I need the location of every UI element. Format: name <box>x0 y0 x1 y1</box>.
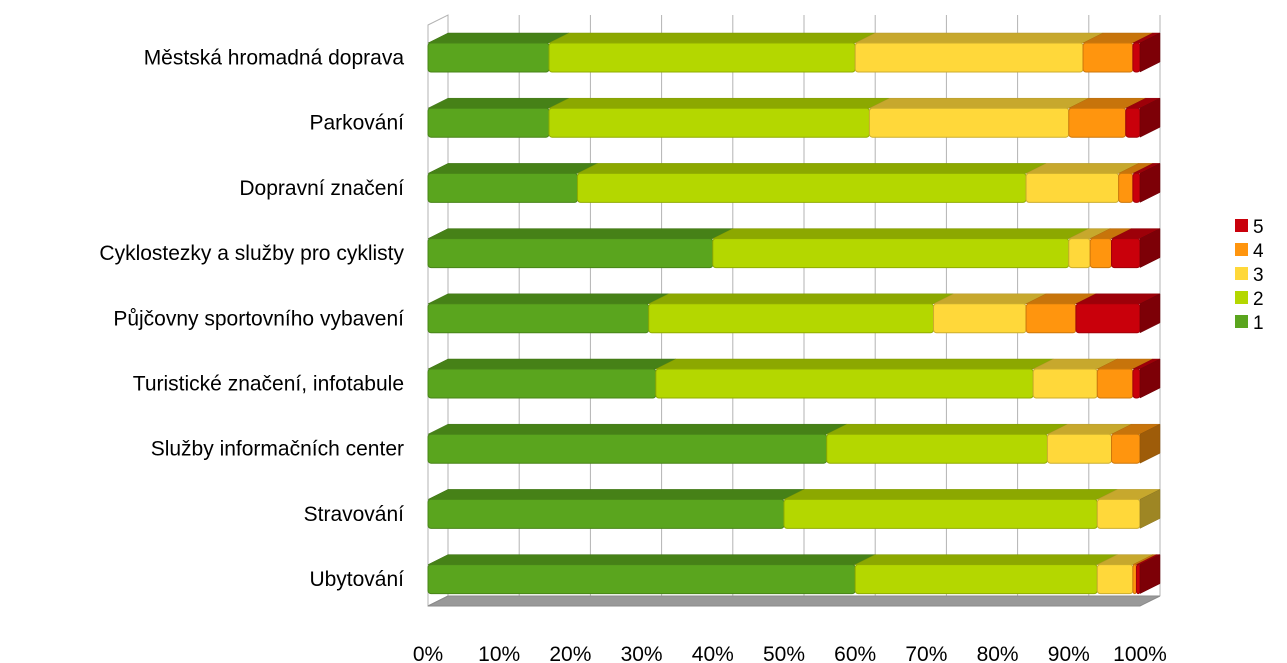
x-tick-label: 90% <box>1048 643 1090 663</box>
x-tick-label: 30% <box>621 643 663 663</box>
bar-segment <box>427 554 876 595</box>
bar-segment <box>1132 162 1161 203</box>
bar-segment <box>868 97 1089 138</box>
bar-segment <box>1032 358 1118 399</box>
bar-segment <box>427 163 598 203</box>
x-tick-label: 40% <box>692 643 734 663</box>
bar-segment <box>1025 163 1139 203</box>
legend-label: 1 <box>1253 313 1264 334</box>
bar-segment <box>655 358 1054 399</box>
bars <box>427 32 1161 595</box>
x-tick-label: 0% <box>413 643 443 663</box>
legend-swatch <box>1235 219 1248 232</box>
bar-segment <box>1125 97 1161 138</box>
x-tick-label: 100% <box>1113 643 1167 663</box>
category-label: Turistické značení, infotabule <box>133 373 404 396</box>
bar-segment <box>427 358 676 399</box>
bar-segment <box>648 293 954 334</box>
x-tick-labels: 0% 10% 20% 30% 40% 50% 60% 70% 80% 90% 100% <box>413 643 1167 663</box>
bar-segment <box>1068 97 1146 138</box>
bar-segment <box>1075 293 1161 334</box>
bar-segment <box>854 32 1104 73</box>
bar-segment <box>1096 358 1153 399</box>
bar-segment <box>1046 423 1132 464</box>
legend-label: 4 <box>1253 241 1264 262</box>
x-tick-label: 80% <box>977 643 1019 663</box>
bar-segment <box>427 228 733 269</box>
bar-segment <box>1132 32 1161 73</box>
legend-label: 3 <box>1253 265 1264 286</box>
bar-segment <box>854 554 1118 595</box>
bar-segment <box>548 32 876 73</box>
category-label: Městská hromadná doprava <box>144 47 405 70</box>
category-label: Parkování <box>309 112 404 135</box>
bar-segment <box>1132 358 1161 399</box>
x-tick-label: 20% <box>549 643 591 663</box>
x-tick-label: 70% <box>905 643 947 663</box>
legend-swatch <box>1235 243 1248 256</box>
bar-segment <box>1111 423 1161 464</box>
bar-segment <box>1025 293 1097 334</box>
bar-segment <box>427 32 570 73</box>
category-label: Cyklostezky a služby pro cyklisty <box>99 242 404 265</box>
bar-segment <box>427 489 805 529</box>
bar-segment <box>1096 488 1161 529</box>
bar-segment <box>1118 163 1153 203</box>
legend-swatch <box>1235 315 1248 328</box>
category-label: Stravování <box>304 503 405 526</box>
x-tick-label: 50% <box>763 643 805 663</box>
bar-segment <box>1111 228 1161 269</box>
x-tick-label: 60% <box>834 643 876 663</box>
bar-segment <box>427 423 847 464</box>
bar-segment <box>577 163 1047 203</box>
legend-swatch <box>1235 291 1248 304</box>
bar-segment <box>933 293 1047 334</box>
bar-segment <box>427 293 669 334</box>
x-tick-label: 10% <box>478 643 520 663</box>
category-label: Dopravní značení <box>239 177 404 200</box>
legend-label: 2 <box>1253 289 1264 310</box>
category-labels: Městská hromadná doprava Parkování Dopravn… <box>99 47 404 592</box>
bar-segment <box>826 423 1068 464</box>
floor <box>427 595 1161 607</box>
bar-segment <box>1135 554 1161 595</box>
legend-label: 5 <box>1253 217 1264 238</box>
bar-segment <box>548 97 890 138</box>
category-label: Ubytování <box>309 568 404 591</box>
legend: 5 4 3 2 1 <box>1235 217 1264 334</box>
category-label: Půjčovny sportovního vybavení <box>113 307 404 330</box>
bar-segment <box>712 228 1089 269</box>
bar-segment <box>1082 32 1153 73</box>
bar-segment <box>427 97 570 138</box>
category-label: Služby informačních center <box>151 438 404 461</box>
legend-swatch <box>1235 267 1248 280</box>
bar-segment <box>783 489 1118 529</box>
